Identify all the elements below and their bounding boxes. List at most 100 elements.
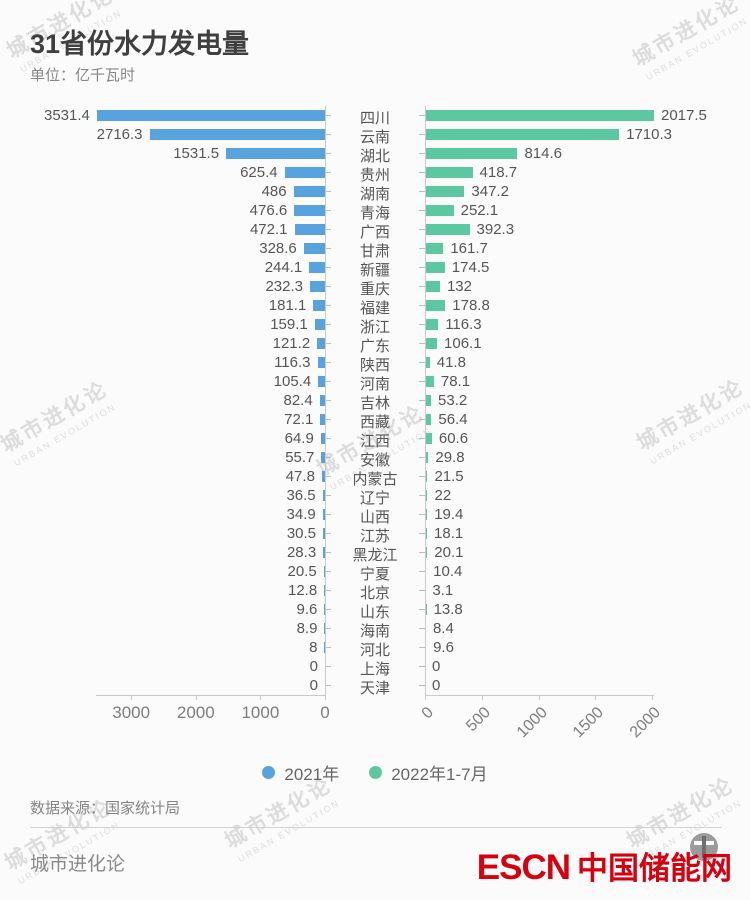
province-label: 辽宁 — [359, 490, 390, 507]
province-label: 湖南 — [359, 186, 390, 203]
chart-row: 476.6 青海 252.1 — [0, 201, 750, 222]
value-label-2022: 56.4 — [438, 411, 468, 428]
bar-2022 — [425, 547, 428, 558]
chart-row: 55.7 安徽 29.8 — [0, 448, 750, 469]
left-category-tick — [325, 609, 331, 610]
right-category-tick — [419, 476, 425, 477]
left-category-tick — [325, 210, 331, 211]
escn-logo: ESCN 中国储能网 — [477, 843, 732, 888]
value-label-2021: 8 — [309, 639, 318, 656]
bar-2021 — [303, 243, 325, 254]
value-label-2022: 13.8 — [433, 601, 463, 618]
right-category-tick — [419, 229, 425, 230]
right-category-tick — [419, 457, 425, 458]
chart-row: 3531.4 四川 2017.5 — [0, 106, 750, 127]
right-category-tick — [419, 666, 425, 667]
left-category-tick — [325, 495, 331, 496]
left-category-tick — [325, 153, 331, 154]
right-category-tick — [419, 438, 425, 439]
bar-2022 — [425, 357, 430, 368]
bar-2022 — [425, 243, 444, 254]
right-category-tick — [419, 248, 425, 249]
chart-row: 244.1 新疆 174.5 — [0, 258, 750, 279]
bar-2022 — [425, 300, 446, 311]
value-label-2022: 392.3 — [476, 221, 515, 238]
chart-row: 328.6 甘肃 161.7 — [0, 239, 750, 260]
left-category-tick — [325, 343, 331, 344]
value-label-2022: 116.3 — [445, 316, 482, 333]
data-source: 数据来源：国家统计局 — [30, 800, 181, 817]
bar-2022 — [425, 471, 428, 482]
chart-row: 2716.3 云南 1710.3 — [0, 125, 750, 146]
chart-row: 1531.5 湖北 814.6 — [0, 144, 750, 165]
watermark: 城市进化论 URBAN EVOLUTION — [629, 0, 750, 83]
left-chart-axis-line — [325, 106, 326, 695]
right-xaxis-tick-label: 2000 — [626, 704, 665, 742]
province-label: 甘肃 — [359, 243, 390, 260]
right-category-tick — [419, 571, 425, 572]
left-category-tick — [325, 115, 331, 116]
value-label-2021: 486 — [261, 183, 287, 200]
province-label: 福建 — [359, 300, 390, 317]
bar-2022 — [425, 319, 439, 330]
chart-row: 12.8 北京 3.1 — [0, 581, 750, 602]
bar-2021 — [324, 623, 325, 634]
left-category-tick — [325, 476, 331, 477]
value-label-2022: 347.2 — [471, 183, 509, 200]
chart-row: 20.5 宁夏 10.4 — [0, 562, 750, 583]
left-category-tick — [325, 229, 331, 230]
value-label-2021: 9.6 — [296, 601, 318, 618]
bar-2021 — [324, 604, 325, 615]
province-label: 浙江 — [359, 319, 390, 336]
value-label-2021: 8.9 — [296, 620, 318, 637]
value-label-2021: 232.3 — [265, 278, 303, 295]
province-label: 贵州 — [359, 167, 390, 184]
bar-2021 — [226, 148, 325, 159]
bar-2021 — [323, 528, 325, 539]
right-category-tick — [419, 647, 425, 648]
value-label-2021: 47.8 — [285, 468, 315, 485]
province-label: 吉林 — [359, 395, 390, 412]
right-xaxis-tick — [652, 695, 653, 700]
province-label: 江西 — [359, 433, 390, 450]
province-label: 宁夏 — [359, 566, 390, 583]
left-category-tick — [325, 267, 331, 268]
left-xaxis-tick-label: 1000 — [241, 703, 280, 722]
footer-brand: 城市进化论 — [30, 854, 126, 875]
bar-2022 — [425, 528, 428, 539]
province-label: 山西 — [359, 509, 390, 526]
left-chart-baseline — [96, 695, 325, 696]
province-label: 河南 — [359, 376, 390, 393]
value-label-2022: 1710.3 — [626, 126, 672, 143]
chart-row: 625.4 贵州 418.7 — [0, 163, 750, 184]
province-label: 青海 — [359, 205, 390, 222]
value-label-2021: 2716.3 — [96, 126, 143, 143]
bar-2021 — [317, 357, 325, 368]
left-category-tick — [325, 647, 331, 648]
right-chart-axis-line — [425, 106, 426, 695]
right-category-tick — [419, 685, 425, 686]
value-label-2022: 0 — [432, 677, 441, 694]
left-category-tick — [325, 666, 331, 667]
unit-label: 单位：亿千瓦时 — [30, 67, 136, 84]
value-label-2022: 22 — [434, 487, 452, 504]
chart-row: 486 湖南 347.2 — [0, 182, 750, 203]
legend: 2021年 2022年1-7月 — [0, 760, 750, 785]
province-label: 内蒙古 — [352, 471, 398, 488]
right-category-tick — [419, 495, 425, 496]
bar-2021 — [149, 129, 325, 140]
right-category-tick — [419, 533, 425, 534]
bar-2021 — [319, 395, 325, 406]
bar-2022 — [425, 262, 445, 273]
value-label-2021: 625.4 — [240, 164, 278, 181]
chart-row: 64.9 江西 60.6 — [0, 429, 750, 450]
page-title: 31省份水力发电量 — [30, 29, 250, 59]
left-xaxis-tick-label: 3000 — [112, 703, 151, 722]
right-category-tick — [419, 628, 425, 629]
right-category-tick — [419, 419, 425, 420]
bar-2022 — [425, 376, 434, 387]
right-category-tick — [419, 115, 425, 116]
province-label: 四川 — [359, 110, 390, 127]
value-label-2022: 10.4 — [433, 563, 463, 580]
